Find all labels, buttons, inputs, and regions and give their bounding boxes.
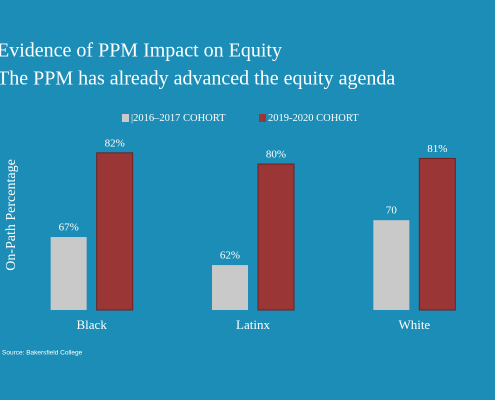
bar (257, 163, 295, 311)
chart-title: Evidence of PPM Impact on Equity (0, 40, 282, 62)
data-label: 70 (386, 205, 398, 217)
legend-label: |2016–2017 COHORT (131, 113, 226, 124)
y-axis-label: On-Path Percentage (4, 159, 19, 271)
x-tick-label: White (398, 317, 430, 332)
legend-label: 2019-2020 COHORT (268, 113, 359, 124)
data-label: 81% (427, 143, 447, 155)
x-tick-label: Latinx (236, 317, 270, 332)
legend-swatch (259, 114, 266, 122)
source: Source: Bakersfield College (2, 350, 83, 357)
data-label: 62% (220, 250, 240, 262)
bar (50, 237, 87, 310)
chart-subtitle: The PPM has already advanced the equity … (0, 68, 395, 90)
bar (418, 157, 456, 311)
bar (96, 152, 134, 311)
data-label: 82% (105, 137, 125, 149)
x-tick-label: Black (77, 317, 108, 332)
bar (373, 220, 410, 310)
data-label: 67% (59, 222, 79, 234)
legend-swatch (122, 114, 129, 122)
bar (212, 265, 248, 310)
data-label: 80% (266, 149, 286, 161)
